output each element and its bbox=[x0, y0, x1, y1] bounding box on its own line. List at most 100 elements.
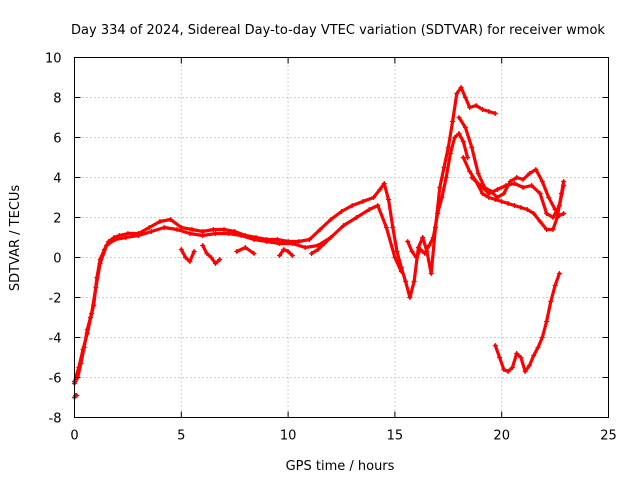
data-point bbox=[274, 237, 280, 242]
data-point bbox=[221, 227, 227, 232]
data-point bbox=[238, 233, 244, 238]
data-point bbox=[375, 203, 381, 208]
data-point bbox=[413, 255, 419, 260]
data-point bbox=[526, 363, 532, 368]
data-point bbox=[475, 171, 481, 176]
data-point bbox=[435, 211, 441, 216]
data-point bbox=[123, 235, 129, 240]
data-point bbox=[225, 231, 231, 236]
x-tick-label: 10 bbox=[280, 429, 297, 444]
data-point bbox=[178, 225, 184, 230]
data-point bbox=[561, 211, 567, 216]
x-tick-label: 0 bbox=[70, 429, 78, 444]
data-point bbox=[394, 249, 400, 254]
data-point bbox=[462, 125, 468, 130]
data-point bbox=[514, 351, 520, 356]
data-point bbox=[460, 139, 466, 144]
data-point bbox=[458, 85, 464, 90]
data-point bbox=[469, 145, 475, 150]
data-point bbox=[477, 183, 483, 188]
data-point bbox=[341, 223, 347, 228]
data-point bbox=[212, 261, 218, 266]
data-point bbox=[441, 165, 447, 170]
data-point bbox=[208, 255, 214, 260]
data-point bbox=[465, 155, 471, 160]
series-track-negative bbox=[492, 271, 562, 374]
data-point bbox=[512, 203, 518, 208]
y-tick-label: 6 bbox=[53, 132, 61, 147]
data-point bbox=[533, 167, 539, 172]
data-point bbox=[403, 279, 409, 284]
data-point bbox=[317, 227, 323, 232]
data-point bbox=[360, 199, 366, 204]
data-point bbox=[385, 197, 391, 202]
data-point bbox=[315, 247, 321, 252]
data-point bbox=[200, 243, 206, 248]
series-track-mid-dip-c bbox=[234, 245, 257, 256]
data-point bbox=[522, 369, 528, 374]
y-tick-label: 8 bbox=[53, 92, 61, 107]
data-point bbox=[405, 239, 411, 244]
data-point bbox=[526, 171, 532, 176]
data-point bbox=[161, 225, 167, 230]
tick-labels: 0 5 10 15 20 25 -8 -6 -4 -2 0 2 4 6 8 10 bbox=[45, 52, 617, 444]
series-track-post-storm-c bbox=[469, 175, 567, 220]
y-tick-label: -2 bbox=[49, 292, 62, 307]
data-point bbox=[479, 107, 485, 112]
data-point bbox=[183, 255, 189, 260]
data-point bbox=[204, 251, 210, 256]
data-point bbox=[328, 217, 334, 222]
data-point bbox=[409, 249, 415, 254]
data-point bbox=[512, 181, 518, 186]
plot-frame bbox=[74, 57, 609, 418]
data-point bbox=[452, 135, 458, 140]
data-point bbox=[285, 249, 291, 254]
data-point bbox=[306, 237, 312, 242]
data-point bbox=[556, 203, 562, 208]
data-point bbox=[501, 367, 507, 372]
data-point bbox=[447, 151, 453, 156]
data-point bbox=[501, 191, 507, 196]
data-point bbox=[189, 227, 195, 232]
data-point bbox=[136, 233, 142, 238]
data-point bbox=[524, 207, 530, 212]
data-point bbox=[539, 335, 545, 340]
data-point bbox=[539, 179, 545, 184]
data-point bbox=[550, 227, 556, 232]
data-point bbox=[321, 241, 327, 246]
series-trace bbox=[310, 235, 333, 256]
data-point bbox=[460, 155, 466, 160]
data-point bbox=[146, 225, 152, 230]
data-point bbox=[499, 199, 505, 204]
data-point bbox=[251, 237, 257, 242]
data-point bbox=[430, 235, 436, 240]
data-point bbox=[520, 185, 526, 190]
data-point bbox=[520, 177, 526, 182]
series-track-mid-dip-a bbox=[178, 247, 197, 264]
data-point bbox=[125, 231, 131, 236]
series-trace bbox=[493, 271, 562, 374]
data-point bbox=[251, 251, 257, 256]
data-point bbox=[234, 249, 240, 254]
data-point bbox=[242, 245, 248, 250]
y-tick-label: -8 bbox=[49, 412, 62, 427]
data-point bbox=[277, 241, 283, 246]
data-point bbox=[561, 183, 567, 188]
data-point bbox=[93, 285, 99, 290]
data-point bbox=[157, 219, 163, 224]
data-point bbox=[302, 245, 308, 250]
data-point bbox=[407, 295, 413, 300]
data-point bbox=[420, 235, 426, 240]
data-point bbox=[450, 119, 456, 124]
data-point bbox=[505, 369, 511, 374]
data-point bbox=[148, 229, 154, 234]
data-point bbox=[439, 195, 445, 200]
data-point bbox=[426, 243, 432, 248]
data-point bbox=[531, 211, 537, 216]
data-point bbox=[531, 353, 537, 358]
data-point bbox=[390, 225, 396, 230]
data-point bbox=[187, 231, 193, 236]
data-point bbox=[174, 227, 180, 232]
data-point bbox=[503, 183, 509, 188]
y-tick-label: 4 bbox=[53, 172, 61, 187]
